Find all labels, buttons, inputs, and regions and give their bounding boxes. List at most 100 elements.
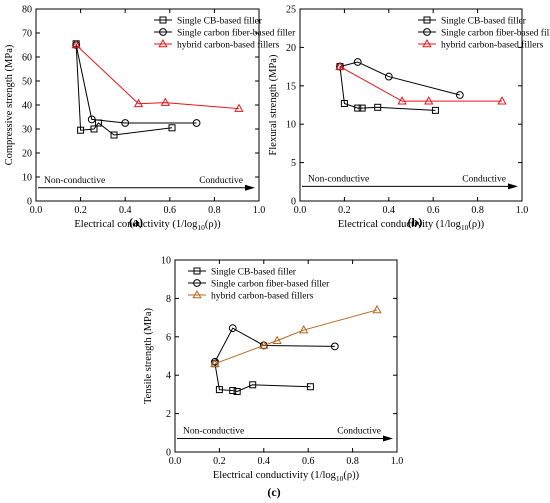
y-tick-label: 8: [166, 294, 171, 305]
data-point-circle: [423, 28, 431, 36]
series-square: [72, 40, 176, 139]
y-tick-label: 50: [22, 77, 32, 88]
data-point-circle: [192, 119, 201, 127]
data-point-triangle: [335, 61, 345, 70]
legend-label: hybrid carbon-based fillers: [211, 291, 314, 302]
panel-label: (a): [129, 215, 143, 229]
data-point-triangle: [158, 38, 168, 48]
chart-panel-3: 0.0 0.2 0.4 0.6 0.8 1.0 0 2 4 6 8 10 Tensile strengt…: [143, 256, 403, 500]
x-tick-label: 0.6: [164, 205, 177, 216]
data-point-square: [354, 104, 362, 112]
data-point-triangle: [133, 98, 144, 108]
series-line: [75, 44, 239, 110]
plot-frame: [174, 259, 398, 453]
panel-label: (c): [267, 485, 280, 499]
y-tick-label: 10: [161, 256, 171, 267]
y-tick-label: 20: [286, 43, 296, 54]
series-line: [214, 327, 335, 362]
y-tick-label: 2: [166, 409, 171, 420]
data-point-circle: [455, 91, 464, 99]
x-axis-label-end: (ρ)): [343, 470, 359, 481]
x-tick-label: 1.0: [516, 205, 529, 216]
data-point-square: [423, 16, 431, 24]
legend-label: Single carbon fiber-based filler: [177, 28, 296, 39]
x-axis-label-main: Electrical conductivity (1/log: [74, 219, 198, 230]
annotation-conductive: Conductive: [337, 427, 381, 437]
chart-panel-2: 0.0 0.2 0.4 0.6 0.8 1.0 0 5 10 15 20 25 Flexural str…: [268, 5, 550, 233]
y-tick-label: 4: [166, 371, 171, 382]
data-point-triangle: [299, 325, 309, 334]
x-tick-label: 0.0: [30, 205, 43, 216]
data-point-square: [229, 387, 237, 395]
conductivity-arrow-head: [245, 184, 255, 191]
data-point-triangle: [372, 304, 382, 314]
x-axis-label-end: (ρ)): [205, 219, 221, 230]
legend-label: hybrid carbon-based fillers: [441, 40, 544, 51]
data-point-square: [249, 381, 257, 389]
x-tick-label: 0.2: [338, 205, 351, 216]
data-point-circle: [384, 72, 393, 81]
x-tick-label: 0.0: [294, 205, 307, 216]
conductivity-arrow-head: [383, 435, 393, 442]
series-line: [75, 44, 197, 124]
series-line: [339, 66, 436, 111]
data-point-triangle: [234, 103, 244, 112]
data-point-square: [306, 383, 314, 391]
y-tick-label: 10: [286, 120, 296, 131]
legend-label: Single CB-based filler: [441, 16, 527, 27]
y-axis-label: Compressive strength (MPa): [4, 44, 15, 165]
x-axis-label-subscript: 10: [336, 474, 344, 483]
x-axis-label: Electrical conductivity (1/log10(ρ)): [74, 219, 221, 232]
data-point-circle: [353, 58, 362, 66]
y-tick-label: 25: [286, 5, 296, 16]
x-tick-label: 0.8: [471, 205, 484, 216]
data-point-triangle: [71, 39, 81, 49]
series-square: [211, 360, 314, 396]
plot-frame: [299, 8, 523, 202]
y-tick-label: 60: [22, 53, 32, 64]
x-tick-label: 1.0: [253, 205, 266, 216]
y-tick-label: 0: [166, 448, 171, 459]
y-tick-label: 20: [22, 149, 32, 160]
annotation-non-conductive: Non-conductive: [183, 427, 244, 437]
data-point-circle: [193, 279, 201, 287]
x-tick-label: 0.8: [208, 205, 221, 216]
legend-label: Single CB-based filler: [211, 267, 297, 278]
chart-panel-1: 0.0 0.2 0.4 0.6 0.8 1.001020304050607080Compr…: [4, 5, 296, 233]
annotation-non-conductive: Non-conductive: [308, 174, 369, 184]
data-point-square: [340, 99, 348, 107]
series-circle: [336, 58, 464, 99]
legend-label: Single carbon fiber-based filler: [211, 279, 330, 290]
series-line: [214, 309, 378, 365]
y-axis-label: Flexural strength (MPa): [268, 54, 279, 155]
data-point-square: [110, 131, 118, 139]
y-tick-label: 5: [291, 158, 296, 169]
legend-label: Single CB-based filler: [177, 16, 263, 27]
conductivity-arrow-head: [508, 183, 518, 190]
data-point-square: [358, 104, 366, 112]
y-tick-label: 10: [22, 173, 32, 184]
y-tick-label: 70: [22, 29, 32, 40]
x-tick-label: 0.2: [213, 456, 226, 467]
legend-label: Single carbon fiber-based filler: [441, 28, 550, 39]
x-tick-label: 0.4: [258, 456, 271, 467]
annotation-non-conductive: Non-conductive: [44, 176, 105, 186]
x-axis-label-main: Electrical conductivity (1/log: [213, 470, 337, 481]
y-axis-label: Tensile strength (MPa): [143, 307, 154, 404]
y-tick-label: 40: [22, 101, 32, 112]
x-tick-label: 0.6: [427, 205, 440, 216]
data-point-square: [374, 103, 382, 111]
data-point-triangle: [210, 358, 220, 367]
x-tick-label: 1.0: [391, 456, 404, 467]
data-point-triangle: [497, 96, 507, 105]
data-point-square: [431, 106, 439, 114]
x-tick-label: 0.6: [302, 456, 315, 467]
series-line: [75, 43, 173, 136]
data-point-circle: [330, 342, 339, 351]
annotation-conductive: Conductive: [462, 174, 506, 184]
x-axis-label: Electrical conductivity (1/log10(ρ)): [213, 470, 360, 483]
x-tick-label: 0.4: [383, 205, 396, 216]
